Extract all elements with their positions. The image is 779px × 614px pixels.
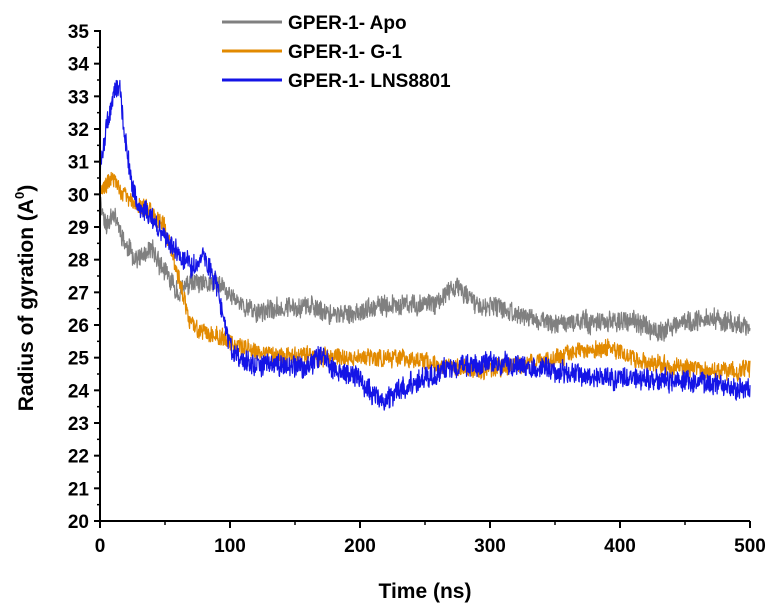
x-axis-title: Time (ns) <box>379 580 472 603</box>
x-tick-label: 300 <box>474 536 506 557</box>
y-axis-title: Radius of gyration (A0) <box>12 185 38 412</box>
y-axis-title-main: Radius of gyration (A <box>15 199 38 411</box>
y-axis-title-close: ) <box>15 185 38 192</box>
x-tick-label: 0 <box>95 536 106 557</box>
y-tick-label: 20 <box>68 512 89 533</box>
legend-label: GPER-1- LNS8801 <box>288 71 451 92</box>
y-axis-title-superscript: 0 <box>12 192 27 199</box>
y-tick-label: 33 <box>68 87 89 108</box>
y-tick-label: 24 <box>68 381 90 402</box>
y-tick-label: 35 <box>68 22 90 43</box>
y-tick-label: 23 <box>68 414 89 435</box>
x-tick-label: 400 <box>604 536 636 557</box>
x-tick-labels: 0 100 200 300 400 500 <box>95 536 766 557</box>
series-lines <box>99 79 751 411</box>
series-line-3 <box>99 79 751 411</box>
series-line-1 <box>99 196 751 342</box>
y-tick-labels: 20 21 22 23 24 25 26 27 28 29 30 31 32 33 34 35 <box>68 22 90 533</box>
y-tick-label: 27 <box>68 283 89 304</box>
x-tick-label: 200 <box>344 536 376 557</box>
y-tick-label: 26 <box>68 316 89 337</box>
y-tick-label: 32 <box>68 120 89 141</box>
x-tick-label: 500 <box>734 536 766 557</box>
y-tick-label: 22 <box>68 447 89 468</box>
y-tick-label: 25 <box>68 349 90 370</box>
series-line-2 <box>99 171 751 382</box>
y-tick-label: 31 <box>68 153 90 174</box>
x-tick-label: 100 <box>214 536 246 557</box>
y-tick-label: 34 <box>68 55 90 76</box>
y-tick-label: 30 <box>68 185 89 206</box>
y-tick-label: 29 <box>68 218 89 239</box>
y-tick-label: 21 <box>68 479 90 500</box>
legend-label: GPER-1- Apo <box>288 13 407 34</box>
legend-label: GPER-1- G-1 <box>288 42 402 63</box>
legend: GPER-1- Apo GPER-1- G-1 GPER-1- LNS8801 <box>222 13 451 92</box>
y-tick-label: 28 <box>68 251 89 272</box>
